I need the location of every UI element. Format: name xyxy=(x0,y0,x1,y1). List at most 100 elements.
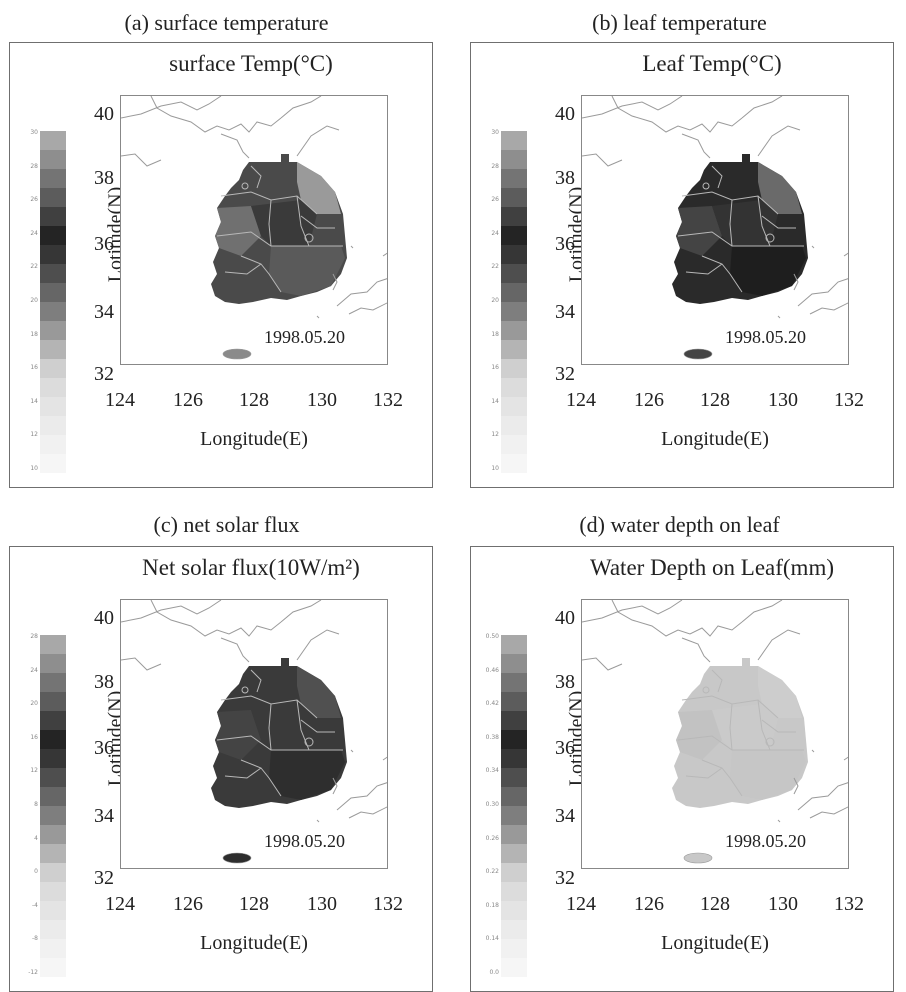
colorbar-tick-label: 12 xyxy=(30,431,38,439)
x-tick-label: 126 xyxy=(173,893,203,915)
colorbar-tick-label: 28 xyxy=(30,633,38,640)
y-tick-label: 32 xyxy=(94,867,114,889)
colorbar-segment xyxy=(40,768,66,787)
x-tick-label: 130 xyxy=(307,389,337,411)
colorbar-segment xyxy=(40,378,66,397)
coastline xyxy=(350,245,354,249)
y-tick-label: 36 xyxy=(555,233,575,255)
colorbar-segment xyxy=(40,169,66,188)
colorbar-segment xyxy=(40,226,66,245)
coastline xyxy=(296,629,340,661)
y-tick-label: 34 xyxy=(555,805,575,827)
province-boundary xyxy=(296,699,310,751)
colorbar-segment xyxy=(40,825,66,844)
colorbar-segment xyxy=(501,302,527,321)
colorbar-tick-label: 20 xyxy=(30,297,38,304)
coastline xyxy=(350,749,354,753)
colorbar-tick-label: 0.30 xyxy=(485,801,499,808)
colorbar-segment xyxy=(501,635,527,654)
colorbar-tick-label: 16 xyxy=(30,733,38,741)
y-tick-label: 32 xyxy=(555,363,575,385)
colorbar-tick-label: 30 xyxy=(30,129,38,136)
colorbar-segment xyxy=(40,806,66,825)
x-tick-label: 128 xyxy=(239,389,269,411)
caption-d: (d) water depth on leaf xyxy=(579,512,780,537)
colorbar-tick-label: 22 xyxy=(30,263,38,271)
colorbar-segment xyxy=(501,654,527,673)
colorbar-segment xyxy=(40,321,66,340)
coastline xyxy=(220,133,250,159)
coastline xyxy=(611,96,743,133)
panel-title: Leaf Temp(°C) xyxy=(642,51,782,76)
caption-a: (a) surface temperature xyxy=(124,10,329,35)
colorbar-segment xyxy=(40,435,66,454)
colorbar-tick-label: 8 xyxy=(34,801,38,808)
province-boundary xyxy=(757,195,771,247)
colorbar-segment xyxy=(501,939,527,958)
city-marker xyxy=(702,182,710,190)
colorbar-segment xyxy=(40,730,66,749)
coastline xyxy=(843,252,848,257)
colorbar-tick-label: -12 xyxy=(28,969,38,976)
panel-title: Net solar flux(10W/m²) xyxy=(142,555,360,580)
coastline xyxy=(121,96,222,119)
colorbar-segment xyxy=(40,397,66,416)
colorbar-segment xyxy=(40,863,66,882)
colorbar-segment xyxy=(501,378,527,397)
colorbar-segment xyxy=(40,711,66,730)
province-boundary xyxy=(240,255,282,293)
province-boundary xyxy=(729,199,733,247)
colorbar-tick-label: 10 xyxy=(491,465,499,472)
city-marker xyxy=(702,686,710,694)
coastline xyxy=(811,749,815,753)
coastline xyxy=(741,600,783,623)
coastline xyxy=(811,245,815,249)
coastline xyxy=(348,806,387,819)
province-boundary xyxy=(685,263,723,275)
city-marker xyxy=(304,233,314,243)
panel-title: Water Depth on Leaf(mm) xyxy=(589,555,834,580)
colorbar-tick-label: 24 xyxy=(30,229,38,237)
colorbar-segment xyxy=(501,359,527,378)
colorbar-segment xyxy=(501,264,527,283)
colorbar-tick-label: -8 xyxy=(32,935,38,943)
colorbar-tick-label: 28 xyxy=(491,162,499,170)
coastline xyxy=(809,806,848,819)
colorbar-segment xyxy=(40,939,66,958)
map-plot: 1998.05.20 xyxy=(581,599,849,869)
map-plot: 1998.05.20 xyxy=(120,599,388,869)
jeju-island xyxy=(222,852,252,864)
colorbar-tick-label: 0.14 xyxy=(485,935,499,943)
coastline xyxy=(150,600,282,637)
colorbar-segment xyxy=(40,749,66,768)
colorbar-segment xyxy=(501,863,527,882)
colorbar-tick-label: 24 xyxy=(30,666,38,674)
region-central xyxy=(251,704,317,750)
panel-title: surface Temp(°C) xyxy=(169,51,333,76)
coastline xyxy=(582,657,623,671)
coastline xyxy=(332,777,338,795)
colorbar-segment xyxy=(501,397,527,416)
colorbar-segment xyxy=(501,435,527,454)
coastline xyxy=(582,600,683,623)
colorbar-segment xyxy=(40,359,66,378)
colorbar-tick-label: 0.38 xyxy=(485,733,499,741)
coastline xyxy=(382,756,387,761)
x-axis-label: Longitude(E) xyxy=(661,932,769,954)
region-west xyxy=(215,206,261,256)
x-axis-label: Longitude(E) xyxy=(200,428,308,450)
colorbar-segment xyxy=(40,920,66,939)
coastline xyxy=(611,600,743,637)
province-boundary xyxy=(711,669,723,693)
colorbar-segment xyxy=(40,654,66,673)
province-boundary xyxy=(685,767,723,779)
colorbar-segment xyxy=(501,188,527,207)
coastline xyxy=(681,637,711,663)
city-marker xyxy=(241,686,249,694)
colorbar-segment xyxy=(501,768,527,787)
colorbar-segment xyxy=(40,302,66,321)
colorbar-segment xyxy=(40,787,66,806)
colorbar-segment xyxy=(501,454,527,473)
date-label: 1998.05.20 xyxy=(262,831,347,852)
province-boundary xyxy=(701,255,743,293)
